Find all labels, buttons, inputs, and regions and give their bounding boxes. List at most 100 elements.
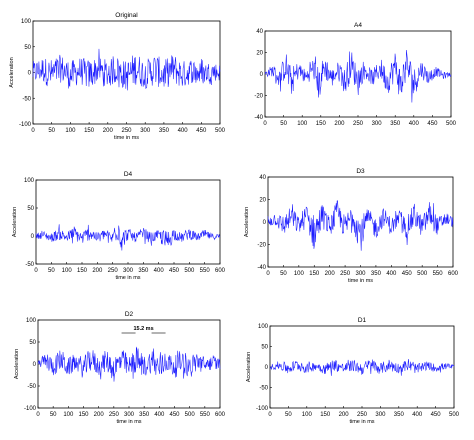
x-tick-label: 450 xyxy=(169,412,180,418)
y-tick-label: 50 xyxy=(27,206,34,212)
y-tick-label: 100 xyxy=(258,324,269,330)
y-tick-label: -50 xyxy=(27,384,36,390)
x-axis-label: time in ms xyxy=(116,419,141,425)
x-tick-label: 100 xyxy=(297,121,308,127)
x-tick-label: 400 xyxy=(154,412,165,418)
x-tick-label: 400 xyxy=(154,268,165,274)
x-tick-label: 150 xyxy=(316,121,327,127)
chart-panel-5: D10 50 100 150 200 250 300 350 400 450 500100500-5… xyxy=(246,317,460,425)
y-axis-label: Acceleration xyxy=(244,207,250,237)
y-tick-label: 0 xyxy=(31,234,35,240)
chart-title: A4 xyxy=(354,22,362,29)
x-tick-label: 300 xyxy=(140,128,151,134)
y-tick-label: 0 xyxy=(260,72,264,78)
x-tick-label: 400 xyxy=(409,121,420,127)
x-tick-label: 250 xyxy=(353,121,364,127)
chart-panel-1: A40 50 100 150 200 250 300 350 400 450 50040200-20… xyxy=(254,22,456,127)
x-tick-label: 500 xyxy=(449,412,460,418)
x-tick-label: 0 xyxy=(34,268,38,274)
x-tick-label: 300 xyxy=(375,412,386,418)
x-tick-label: 600 xyxy=(215,412,226,418)
y-tick-label: 40 xyxy=(256,29,263,35)
x-tick-label: 400 xyxy=(412,412,423,418)
signal-line xyxy=(267,200,454,251)
x-tick-label: 150 xyxy=(77,268,88,274)
x-tick-label: 500 xyxy=(446,121,457,127)
x-tick-label: 250 xyxy=(357,412,368,418)
x-tick-label: 450 xyxy=(169,268,180,274)
chart-title: D3 xyxy=(356,168,365,175)
y-tick-label: 100 xyxy=(26,318,37,324)
x-tick-label: 600 xyxy=(215,268,226,274)
y-tick-label: 40 xyxy=(259,175,266,181)
x-tick-label: 50 xyxy=(48,268,55,274)
x-tick-label: 450 xyxy=(402,271,413,277)
x-tick-label: 450 xyxy=(431,412,442,418)
y-tick-label: 20 xyxy=(259,198,266,204)
plot-frame xyxy=(269,325,455,409)
x-tick-label: 0 xyxy=(36,412,40,418)
annotation-label: 15.2 ms xyxy=(133,326,153,332)
y-tick-label: -50 xyxy=(25,262,34,268)
y-tick-label: -50 xyxy=(259,386,268,392)
x-tick-label: 400 xyxy=(386,271,397,277)
x-tick-label: 50 xyxy=(285,412,292,418)
signal-line xyxy=(32,48,221,91)
y-tick-label: -50 xyxy=(22,96,31,102)
y-tick-label: 0 xyxy=(33,362,37,368)
x-tick-label: 100 xyxy=(65,128,76,134)
y-tick-label: 50 xyxy=(24,45,31,51)
x-tick-label: 350 xyxy=(390,121,401,127)
x-tick-label: 200 xyxy=(334,121,345,127)
signal-line xyxy=(35,224,221,251)
y-tick-label: 0 xyxy=(263,220,267,226)
x-tick-label: 50 xyxy=(280,121,287,127)
x-tick-label: 200 xyxy=(103,128,114,134)
x-axis-label: time in ms xyxy=(349,419,374,425)
x-axis-label: time in ms xyxy=(114,135,139,141)
chart-panel-4: D20 50 100 150 200 250 300 350 400 450 500 550 60010… xyxy=(14,311,226,425)
x-tick-label: 500 xyxy=(417,271,428,277)
x-tick-label: 550 xyxy=(200,412,211,418)
y-axis-label: Acceleration xyxy=(12,207,18,237)
x-tick-label: 450 xyxy=(427,121,438,127)
x-tick-label: 250 xyxy=(109,412,120,418)
chart-title: D4 xyxy=(124,171,133,178)
x-tick-label: 150 xyxy=(84,128,95,134)
x-tick-label: 300 xyxy=(372,121,383,127)
x-tick-label: 350 xyxy=(371,271,382,277)
x-tick-label: 0 xyxy=(268,412,272,418)
signal-line xyxy=(37,346,221,382)
y-tick-label: -100 xyxy=(19,122,32,128)
chart-title: Original xyxy=(115,12,138,19)
signal-line xyxy=(264,49,452,103)
x-tick-label: 600 xyxy=(448,271,459,277)
x-tick-label: 200 xyxy=(92,268,103,274)
x-tick-label: 200 xyxy=(94,412,105,418)
y-tick-label: -40 xyxy=(257,265,266,271)
y-axis-label: Acceleration xyxy=(246,352,252,382)
y-tick-label: -100 xyxy=(24,406,37,412)
x-tick-label: 150 xyxy=(309,271,320,277)
x-tick-label: 350 xyxy=(159,128,170,134)
y-tick-label: -40 xyxy=(254,115,263,121)
x-tick-label: 0 xyxy=(266,271,270,277)
x-axis-label: time in ms xyxy=(115,275,140,281)
x-tick-label: 400 xyxy=(178,128,189,134)
x-tick-label: 550 xyxy=(433,271,444,277)
x-tick-label: 50 xyxy=(50,412,57,418)
x-tick-label: 0 xyxy=(31,128,35,134)
x-tick-label: 500 xyxy=(215,128,226,134)
y-tick-label: 20 xyxy=(256,51,263,57)
plot-frame xyxy=(35,179,221,265)
y-axis-label: Acceleration xyxy=(9,57,15,87)
y-tick-label: 0 xyxy=(265,365,269,371)
x-tick-label: 50 xyxy=(280,271,287,277)
x-tick-label: 350 xyxy=(394,412,405,418)
x-tick-label: 100 xyxy=(63,412,74,418)
x-tick-label: 200 xyxy=(325,271,336,277)
y-tick-label: -20 xyxy=(254,94,263,100)
y-tick-label: -100 xyxy=(256,406,269,412)
